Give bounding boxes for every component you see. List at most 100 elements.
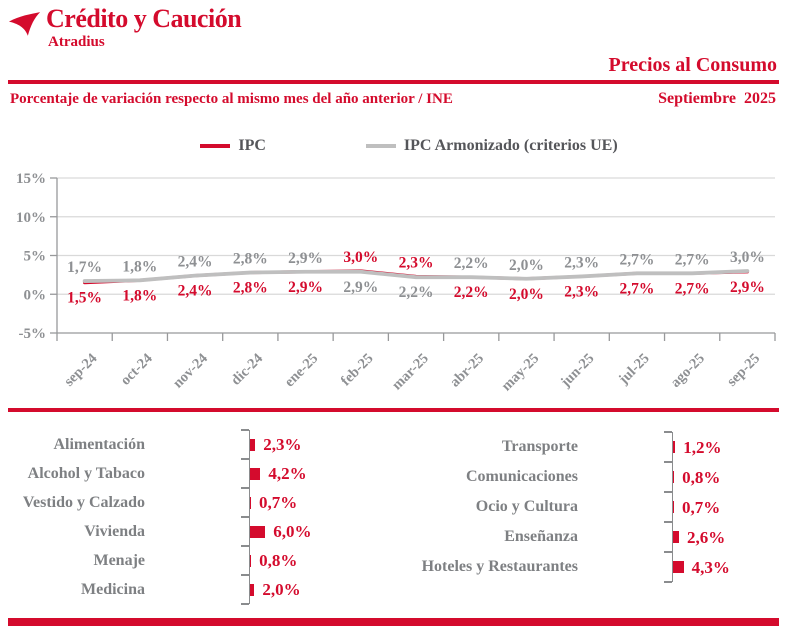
x-axis-label: ene-25 — [282, 351, 322, 391]
data-label-bottom: 2,3% — [564, 283, 599, 300]
category-bar — [249, 525, 266, 538]
legend-item-ipc: IPC — [200, 137, 266, 155]
category-value-label: 0,7% — [682, 497, 721, 517]
category-value-label: 6,0% — [273, 522, 312, 541]
data-label-bottom: 1,5% — [67, 290, 102, 307]
data-label-bottom: 2,9% — [730, 279, 765, 296]
data-label-bottom: 2,9% — [288, 279, 323, 296]
legend-item-armonizado: IPC Armonizado (criterios UE) — [365, 137, 618, 155]
category-row: Enseñanza 2,6% — [390, 522, 782, 552]
data-label-bottom: 2,7% — [675, 280, 710, 297]
x-axis-label: mar-25 — [389, 351, 432, 394]
data-label-top: 2,9% — [288, 250, 323, 267]
category-value-label: 0,8% — [682, 467, 721, 487]
x-axis-label: feb-25 — [338, 351, 377, 390]
data-label-top: 2,7% — [675, 251, 710, 268]
category-value-label: 1,2% — [683, 437, 722, 457]
y-axis-label: 0% — [24, 287, 47, 303]
category-row: Comunicaciones 0,8% — [390, 462, 782, 492]
category-label: Medicina — [81, 580, 145, 598]
x-axis-label: may-25 — [499, 351, 543, 395]
category-row: Menaje 0,8% — [8, 546, 380, 575]
x-axis-label: dic-24 — [228, 351, 266, 389]
data-label-top: 2,7% — [619, 251, 654, 268]
data-label-bottom: 2,2% — [399, 284, 434, 301]
brand-tagline: Atradius — [48, 34, 105, 50]
chart-subtitle: Porcentaje de variación respecto al mism… — [10, 91, 453, 107]
category-axis-tick — [664, 461, 672, 463]
data-label-top: 2,2% — [454, 255, 489, 272]
category-bars-right: Transporte 1,2% Comunicaciones 0,8% Ocio y C… — [390, 431, 782, 583]
section-divider — [8, 408, 779, 412]
x-axis-label: sep-24 — [61, 351, 100, 390]
category-label: Menaje — [93, 551, 145, 569]
category-bar — [672, 531, 680, 543]
category-row: Vestido y Calzado 0,7% — [8, 488, 380, 517]
category-label: Vivienda — [84, 522, 145, 540]
category-axis-tick — [664, 581, 672, 583]
category-axis-tick — [664, 521, 672, 523]
brand-logo: Crédito y Caución Atradius — [8, 4, 242, 50]
data-label-top: 1,8% — [122, 258, 157, 275]
header-divider — [8, 80, 779, 84]
brand-mark-icon — [8, 12, 41, 36]
data-label-top: 2,3% — [564, 254, 599, 271]
category-row: Alcohol y Tabaco 4,2% — [8, 459, 380, 488]
category-axis-line — [249, 430, 251, 604]
category-value-label: 0,7% — [259, 493, 298, 512]
page-title: Precios al Consumo — [608, 54, 777, 76]
data-label-bottom: 2,0% — [509, 286, 544, 303]
data-label-top: 2,0% — [509, 257, 544, 274]
category-value-label: 0,8% — [259, 551, 298, 570]
category-axis-tick — [241, 487, 249, 489]
x-axis-label: oct-24 — [118, 351, 156, 389]
category-axis-tick — [241, 603, 249, 605]
category-row: Vivienda 6,0% — [8, 517, 380, 546]
legend-label-armonizado: IPC Armonizado (criterios UE) — [403, 137, 618, 154]
chart-legend: IPC IPC Armonizado (criterios UE) — [0, 137, 788, 155]
category-value-label: 2,3% — [263, 435, 302, 454]
category-label: Alimentación — [53, 435, 145, 453]
x-axis-label: sep-25 — [724, 351, 763, 390]
category-label: Ocio y Cultura — [475, 498, 578, 516]
category-label: Comunicaciones — [466, 468, 578, 486]
brand-name: Crédito y Caución — [46, 4, 242, 33]
report-period: Septiembre 2025 — [658, 90, 776, 107]
armonizado-series-line — [82, 269, 750, 283]
category-bar — [249, 583, 255, 596]
x-axis-label: abr-25 — [447, 351, 487, 391]
y-axis-label: -5% — [19, 326, 47, 342]
category-value-label: 4,2% — [268, 464, 307, 483]
data-label-bottom: 2,7% — [619, 280, 654, 297]
x-axis-label: ago-25 — [668, 351, 708, 391]
category-bar — [249, 467, 261, 480]
ipc-line-swatch-icon — [200, 144, 231, 148]
armonizado-line-swatch-icon — [365, 144, 396, 148]
category-row: Transporte 1,2% — [390, 432, 782, 462]
category-label: Alcohol y Tabaco — [27, 464, 145, 482]
y-axis-label: 10% — [16, 210, 46, 226]
ipc-line-chart: 15% 10% 5% 0% -5% sep-24 oct-24 nov-24 dic-24 ene… — [16, 171, 776, 395]
category-axis-tick — [664, 491, 672, 493]
data-label-top: 3,0% — [730, 249, 765, 266]
y-axis-label: 5% — [24, 249, 47, 265]
data-label-bottom: 2,2% — [454, 284, 489, 301]
data-label-bottom: 1,8% — [122, 287, 157, 304]
category-value-label: 2,6% — [687, 527, 726, 547]
category-axis-tick — [241, 574, 249, 576]
data-label-bottom: 2,9% — [343, 279, 378, 296]
category-bar — [672, 441, 676, 453]
category-axis-tick — [241, 458, 249, 460]
category-label: Enseñanza — [504, 528, 578, 546]
data-label-bottom: 2,4% — [178, 283, 213, 300]
category-row: Medicina 2,0% — [8, 575, 380, 604]
category-value-label: 2,0% — [262, 580, 301, 599]
category-bar — [672, 561, 684, 573]
x-axis-label: jul-25 — [615, 351, 653, 389]
footer-bar — [8, 618, 779, 626]
category-value-label: 4,3% — [691, 557, 730, 577]
category-row: Alimentación 2,3% — [8, 430, 380, 459]
y-axis-label: 15% — [16, 171, 46, 187]
category-label: Hoteles y Restaurantes — [421, 558, 578, 576]
